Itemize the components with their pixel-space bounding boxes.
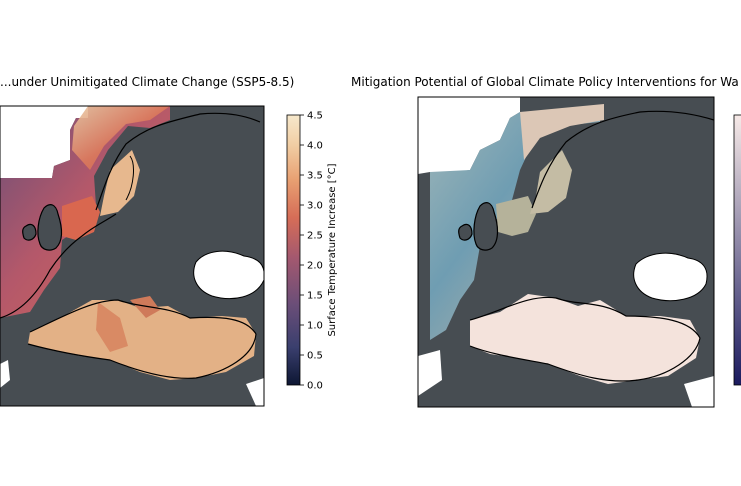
right-map-frame [417,96,715,408]
left-sweden-coast [125,155,134,201]
right-outside-bottom-left [418,350,442,396]
right-med-north-coast [469,296,701,339]
right-great-britain [473,202,499,251]
colorbar-tick-label: 4.0 [307,141,323,152]
left-norwegian-sea-field [72,106,170,170]
left-great-britain [37,204,63,251]
left-mediterranean-field [28,300,256,380]
left-colorbar-label: Surface Temperature Increase [°C] [327,163,338,336]
right-ireland [458,223,473,241]
right-black-sea [633,252,708,302]
colorbar-tick-label: 0.5 [307,351,323,362]
left-colorbar: 0.0 0.5 1.0 1.5 2.0 2.5 3.0 3.5 4.0 4.5 Surface T… [286,111,338,392]
right-colorbar-gradient [733,114,741,386]
colorbar-tick-label: 3.5 [307,171,323,182]
left-med-north-coast [29,299,257,335]
right-north-sea-field [496,196,536,236]
left-outside-bottom-right [246,378,264,406]
right-norwegian-sea-field [520,104,604,160]
left-tyrrhenian-field [96,302,128,352]
right-atlantic-field [430,110,600,340]
colorbar-tick-label: 1.0 [307,321,323,332]
right-med-south-coast [469,337,701,382]
right-map [418,97,714,407]
left-outside-bottom-left [0,360,10,388]
colorbar-tick-label: 3.0 [307,201,323,212]
colorbar-tick-label: 4.5 [307,111,323,122]
left-scandinavia-coast [95,112,261,211]
left-med-south-coast [27,333,257,379]
right-outside-bottom-right [684,376,714,407]
colorbar-tick-label: 1.5 [307,291,323,302]
right-baltic-field [530,150,572,214]
right-outside-domain [418,97,520,174]
colorbar-tick-label: 2.5 [307,231,323,242]
left-outside-domain [0,106,88,178]
left-colorbar-gradient [286,114,301,386]
left-black-sea [193,250,264,300]
left-map-frame [0,105,265,407]
left-map [0,106,264,406]
colorbar-tick-label: 0.0 [307,381,323,392]
left-ireland [22,223,37,241]
right-panel-title: Mitigation Potential of Global Climate P… [351,75,739,89]
left-top-land [170,106,264,112]
left-mainland-coast [0,213,117,319]
left-adriatic-field [130,296,160,318]
left-baltic-field [100,150,140,216]
left-colorbar-ticks: 0.0 0.5 1.0 1.5 2.0 2.5 3.0 3.5 4.0 4.5 [300,111,323,392]
colorbar-tick-label: 2.0 [307,261,323,272]
left-panel-title: ...under Unimitigated Climate Change (SS… [0,75,294,89]
right-scandinavia-coast [531,110,714,209]
